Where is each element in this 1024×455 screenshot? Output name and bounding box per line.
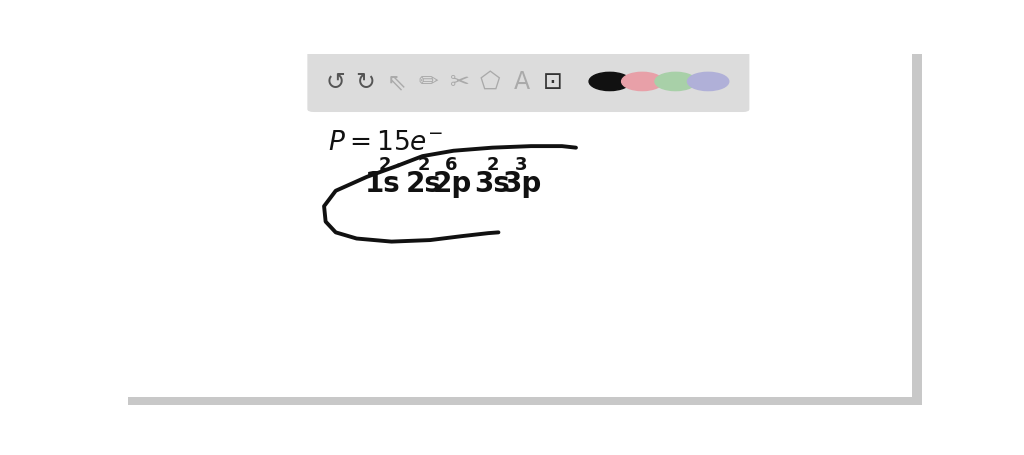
Text: ✂: ✂ — [450, 71, 470, 94]
Circle shape — [589, 73, 631, 91]
Bar — [128, 397, 922, 405]
Text: ✏: ✏ — [418, 71, 438, 94]
Text: 2s: 2s — [406, 170, 441, 197]
Text: 3p: 3p — [503, 170, 542, 197]
Bar — [912, 55, 922, 405]
Text: ↺: ↺ — [326, 71, 345, 94]
Text: ↻: ↻ — [355, 71, 375, 94]
Text: 1s: 1s — [365, 170, 400, 197]
Text: 2: 2 — [378, 156, 391, 173]
Circle shape — [655, 73, 696, 91]
Text: ⬠: ⬠ — [479, 71, 500, 94]
Text: ⊡: ⊡ — [543, 71, 562, 94]
Text: 2: 2 — [418, 156, 430, 173]
Text: ⇖: ⇖ — [387, 71, 407, 94]
Text: $\mathit{P}$$\mathit{=15e}^{\mathit{-}}$: $\mathit{P}$$\mathit{=15e}^{\mathit{-}}$ — [328, 130, 442, 156]
Circle shape — [622, 73, 663, 91]
Text: 2: 2 — [486, 156, 500, 173]
Text: 3s: 3s — [474, 170, 510, 197]
Circle shape — [687, 73, 729, 91]
Text: A: A — [514, 71, 529, 94]
FancyBboxPatch shape — [307, 52, 750, 113]
Text: 6: 6 — [445, 156, 458, 173]
Text: 2p: 2p — [432, 170, 472, 197]
Text: 3: 3 — [515, 156, 527, 173]
